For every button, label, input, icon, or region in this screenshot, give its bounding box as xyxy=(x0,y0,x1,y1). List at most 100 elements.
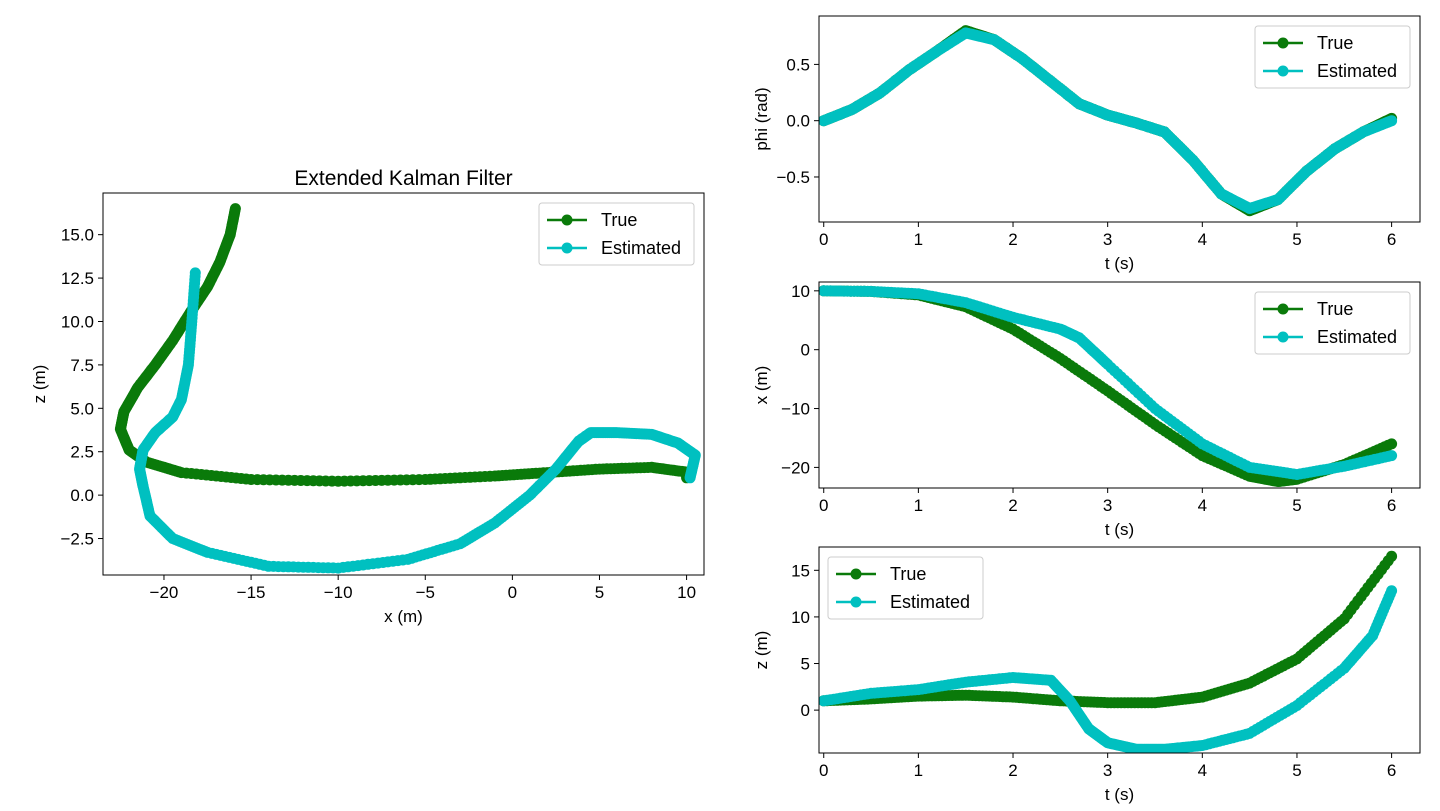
axes-frame xyxy=(818,15,1421,223)
y-tick-label: 0 xyxy=(801,701,810,720)
series-estimated xyxy=(134,267,701,574)
legend-box xyxy=(1254,25,1411,89)
x-axis-label: t (s) xyxy=(1105,785,1134,804)
chart-3: 0 1 2 3 4 5 6 0 5 10 15 t (s) z (m) True Estimated xyxy=(752,546,1421,804)
legend-box xyxy=(827,556,984,620)
x-tick-label: 0 xyxy=(508,583,517,602)
x-tick-label: −5 xyxy=(416,583,435,602)
data-point xyxy=(1386,450,1398,462)
x-tick-label: 6 xyxy=(1387,761,1396,780)
x-tick-label: 0 xyxy=(819,496,828,515)
y-tick-label: 7.5 xyxy=(70,356,94,375)
y-axis-label: z (m) xyxy=(752,631,771,670)
x-tick-label: 5 xyxy=(1292,496,1301,515)
y-tick-label: −10 xyxy=(781,400,810,419)
legend-marker xyxy=(850,568,862,580)
data-point xyxy=(189,267,201,279)
y-tick-label: −20 xyxy=(781,458,810,477)
chart-2: 0 1 2 3 4 5 6 −20 −10 0 10 t (s) x (m) True Estimated xyxy=(752,281,1421,539)
y-tick-label: 10 xyxy=(791,282,810,301)
legend-marker xyxy=(1277,65,1289,77)
x-tick-label: 6 xyxy=(1387,230,1396,249)
series-estimated xyxy=(819,27,1398,214)
axes-frame xyxy=(818,546,1421,754)
y-tick-label: −2.5 xyxy=(60,530,94,549)
y-tick-label: 15.0 xyxy=(61,226,94,245)
x-tick-label: 3 xyxy=(1103,761,1112,780)
x-axis-label: t (s) xyxy=(1105,520,1134,539)
legend-label: Estimated xyxy=(1317,61,1397,81)
x-tick-label: 0 xyxy=(819,230,828,249)
legend-label: True xyxy=(1317,33,1353,53)
chart-1: 0 1 2 3 4 5 6 −0.5 0.0 0.5 t (s) phi (rad) True Estim… xyxy=(752,15,1421,273)
legend-label: Estimated xyxy=(1317,327,1397,347)
data-point xyxy=(1386,438,1398,450)
y-tick-label: 0 xyxy=(801,341,810,360)
data-point xyxy=(1386,550,1398,562)
legend-label: Estimated xyxy=(890,592,970,612)
x-tick-label: 10 xyxy=(677,583,696,602)
legend: True Estimated xyxy=(538,202,695,266)
x-axis-label: x (m) xyxy=(384,607,423,626)
legend-label: True xyxy=(601,210,637,230)
y-tick-label: 0.0 xyxy=(70,486,94,505)
legend-marker xyxy=(1277,303,1289,315)
x-tick-label: 6 xyxy=(1387,496,1396,515)
y-axis-label: x (m) xyxy=(752,366,771,405)
chart-0: −20 −15 −10 −5 0 5 10 −2.5 0.0 2.5 5.0 7.5 10.0 12.5 1… xyxy=(30,167,705,626)
x-tick-label: 4 xyxy=(1198,761,1207,780)
y-tick-label: 5 xyxy=(801,655,810,674)
series-estimated xyxy=(819,585,1398,753)
legend-marker xyxy=(561,242,573,254)
x-axis-label: t (s) xyxy=(1105,254,1134,273)
legend-label: True xyxy=(1317,299,1353,319)
y-tick-label: 10.0 xyxy=(61,312,94,331)
x-tick-label: 5 xyxy=(1292,230,1301,249)
y-axis-label: phi (rad) xyxy=(752,87,771,150)
x-tick-label: 1 xyxy=(914,230,923,249)
x-tick-label: −20 xyxy=(150,583,179,602)
y-tick-label: 0.0 xyxy=(786,112,810,131)
legend: True Estimated xyxy=(1254,291,1411,355)
x-tick-label: 5 xyxy=(1292,761,1301,780)
y-tick-label: −0.5 xyxy=(776,168,810,187)
x-tick-label: 5 xyxy=(595,583,604,602)
x-tick-label: 1 xyxy=(914,496,923,515)
data-point xyxy=(1386,115,1398,127)
axes-frame xyxy=(818,281,1421,489)
legend-marker xyxy=(1277,37,1289,49)
legend: True Estimated xyxy=(1254,25,1411,89)
x-tick-label: 4 xyxy=(1198,496,1207,515)
y-tick-label: 0.5 xyxy=(786,55,810,74)
y-tick-label: 12.5 xyxy=(61,269,94,288)
x-tick-label: 1 xyxy=(914,761,923,780)
legend-marker xyxy=(1277,331,1289,343)
x-tick-label: 0 xyxy=(819,761,828,780)
chart-title: Extended Kalman Filter xyxy=(294,167,512,190)
legend: True Estimated xyxy=(827,556,984,620)
series-estimated xyxy=(819,285,1398,480)
y-tick-label: 15 xyxy=(791,561,810,580)
x-tick-label: 4 xyxy=(1198,230,1207,249)
x-tick-label: −10 xyxy=(324,583,353,602)
x-tick-label: −15 xyxy=(237,583,266,602)
x-tick-label: 2 xyxy=(1008,761,1017,780)
legend-label: True xyxy=(890,564,926,584)
x-tick-label: 2 xyxy=(1008,230,1017,249)
axes-frame xyxy=(102,192,705,576)
x-tick-label: 2 xyxy=(1008,496,1017,515)
legend-label: Estimated xyxy=(601,238,681,258)
data-point xyxy=(1386,585,1398,597)
y-axis-label: z (m) xyxy=(30,365,49,404)
legend-marker xyxy=(561,214,573,226)
y-tick-label: 5.0 xyxy=(70,399,94,418)
legend-marker xyxy=(850,596,862,608)
x-tick-label: 3 xyxy=(1103,230,1112,249)
y-tick-label: 2.5 xyxy=(70,443,94,462)
legend-box xyxy=(1254,291,1411,355)
y-tick-label: 10 xyxy=(791,608,810,627)
x-tick-label: 3 xyxy=(1103,496,1112,515)
data-point xyxy=(229,203,241,215)
legend-box xyxy=(538,202,695,266)
